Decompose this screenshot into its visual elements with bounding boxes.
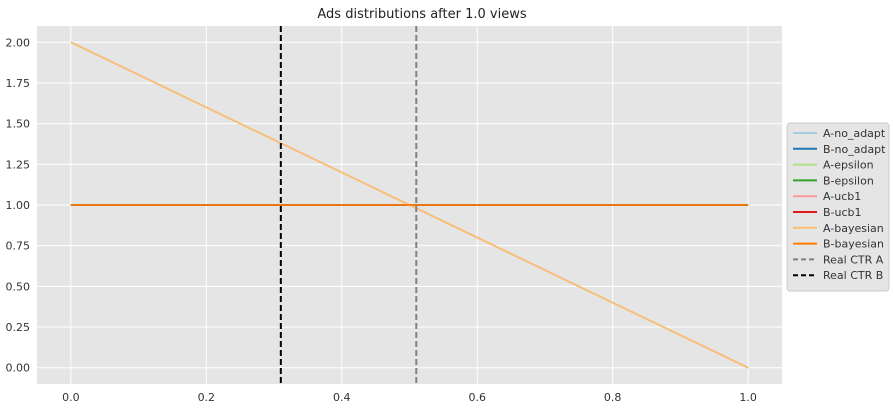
- y-tick-label: 1.75: [6, 77, 31, 90]
- y-tick-label: 2.00: [6, 36, 31, 49]
- legend-label-a-bayesian: A-bayesian: [823, 222, 884, 235]
- legend-label-b-bayesian: B-bayesian: [823, 238, 884, 251]
- y-tick-label: 1.00: [6, 199, 31, 212]
- y-tick-label: 0.50: [6, 280, 31, 293]
- x-tick-label: 0.2: [198, 391, 216, 404]
- legend-label-real-ctr-a: Real CTR A: [823, 253, 884, 266]
- y-tick-label: 0.00: [6, 362, 31, 375]
- y-tick-label: 1.50: [6, 118, 31, 131]
- y-tick-label: 0.75: [6, 240, 31, 253]
- legend: A-no_adapt B-no_adapt A-epsilon B-epsilon A-…: [786, 122, 890, 292]
- x-tick-label: 0.6: [468, 391, 486, 404]
- x-axis-ticks: 0.0 0.2 0.4 0.6 0.8 1.0: [62, 391, 757, 404]
- series-layer: [70, 41, 749, 369]
- y-tick-label: 0.25: [6, 321, 31, 334]
- x-tick-label: 1.0: [739, 391, 757, 404]
- legend-label-b-ucb1: B-ucb1: [823, 206, 862, 219]
- x-tick-label: 0.8: [604, 391, 622, 404]
- y-tick-label: 1.25: [6, 158, 31, 171]
- y-axis-ticks: 0.00 0.25 0.50 0.75 1.00 1.25 1.50 1.75 2.00: [6, 36, 31, 374]
- legend-label-b-no-adapt: B-no_adapt: [823, 143, 886, 156]
- legend-label-a-epsilon: A-epsilon: [823, 159, 874, 172]
- chart-title: Ads distributions after 1.0 views: [317, 7, 526, 22]
- x-tick-label: 0.0: [62, 391, 80, 404]
- reference-lines: [279, 26, 418, 384]
- legend-label-a-no-adapt: A-no_adapt: [823, 127, 886, 140]
- legend-label-b-epsilon: B-epsilon: [823, 174, 874, 187]
- legend-label-real-ctr-b: Real CTR B: [823, 269, 883, 282]
- x-tick-label: 0.4: [333, 391, 351, 404]
- legend-label-a-ucb1: A-ucb1: [823, 190, 861, 203]
